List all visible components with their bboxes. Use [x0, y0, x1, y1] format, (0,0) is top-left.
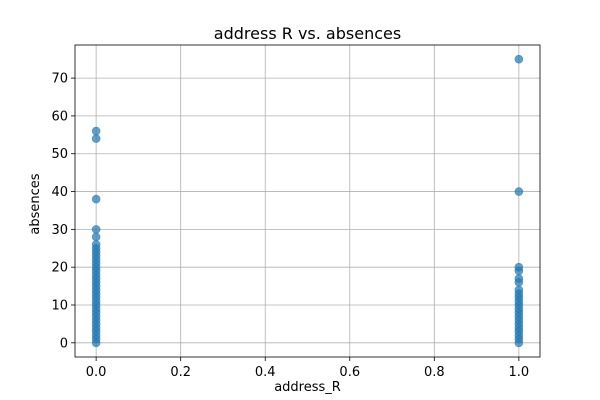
- axes: 0.0 0.2 0.4 0.6 0.8 1.0 0 10 20 30 40 50 60 70: [51, 44, 541, 380]
- x-tick-label: 0.2: [170, 365, 191, 380]
- x-axis-label: address_R: [274, 380, 341, 395]
- scatter-points: [91, 54, 524, 348]
- grid: [75, 45, 540, 357]
- y-tick-label: 0: [60, 336, 68, 351]
- y-tick-label: 30: [51, 223, 68, 238]
- scatter-point: [514, 187, 524, 196]
- chart-title: address R vs. absences: [214, 24, 401, 43]
- scatter-point: [91, 126, 101, 136]
- scatter-point: [514, 262, 524, 272]
- scatter-point: [514, 274, 524, 283]
- x-tick-label: 0.6: [339, 365, 360, 380]
- scatter-point: [91, 134, 101, 143]
- scatter-point: [91, 232, 101, 242]
- y-tick-label: 10: [51, 299, 68, 314]
- y-tick-label: 40: [51, 185, 68, 200]
- scatter-point: [91, 194, 101, 204]
- scatter-point: [514, 285, 524, 295]
- y-tick-label: 20: [51, 261, 68, 276]
- scatter-point: [514, 54, 524, 64]
- x-tick-label: 1.0: [509, 365, 530, 380]
- y-axis-label: absences: [28, 173, 43, 234]
- scatter-point: [91, 240, 101, 249]
- x-tick-label: 0.8: [424, 365, 445, 380]
- plot-frame: [74, 44, 541, 358]
- y-tick-label: 60: [51, 109, 68, 124]
- scatter-point: [91, 225, 101, 234]
- x-tick-label: 0.4: [255, 365, 276, 380]
- y-tick-label: 50: [51, 147, 68, 162]
- x-tick-label: 0.0: [86, 365, 107, 380]
- y-tick-label: 70: [51, 72, 68, 87]
